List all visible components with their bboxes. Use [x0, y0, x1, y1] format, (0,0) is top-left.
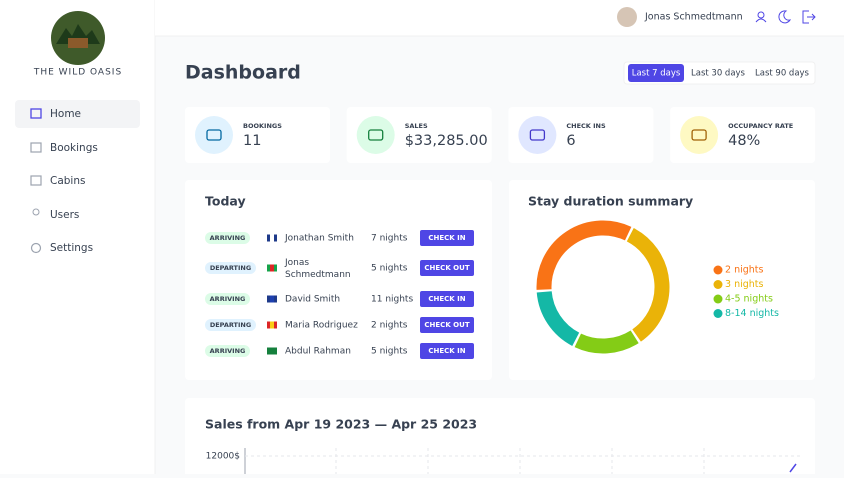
action-button[interactable]: [420, 317, 474, 333]
action-label[interactable]: CHECK OUT: [424, 264, 469, 272]
guest-name-line: Jonas: [284, 258, 309, 268]
status-pill: [205, 345, 250, 357]
legend-label: 3 nights: [725, 279, 764, 290]
flag-stripe: [270, 234, 274, 242]
stat-label: SALES: [405, 122, 428, 130]
legend-dot: [713, 265, 723, 275]
filter-label[interactable]: Last 90 days: [755, 69, 810, 79]
donut-segment: [626, 228, 670, 342]
status-pill: [205, 232, 250, 244]
donut-segment: [536, 290, 580, 346]
card-title: Stay duration summary: [528, 194, 693, 209]
nights: 5 nights: [371, 347, 408, 357]
stat-value: $33,285.00: [405, 133, 488, 149]
legend-dot: [713, 309, 723, 318]
filter-label[interactable]: Last 7 days: [632, 69, 681, 79]
status-pill: [205, 262, 256, 274]
user-name: Jonas Schmedtmann: [644, 12, 743, 23]
logo-text: THE WILD OASIS: [33, 68, 122, 78]
status-pill: [205, 293, 250, 305]
flag-stripe: [270, 347, 274, 355]
flag-stripe: [270, 295, 274, 303]
card-title: Today: [205, 194, 246, 209]
stat-value: 6: [566, 133, 575, 149]
status-label: ARRIVING: [210, 295, 246, 303]
guest-name: Maria Rodriguez: [285, 321, 358, 331]
header: [155, 0, 844, 36]
dark-mode-icon[interactable]: [778, 10, 792, 24]
guest-name: Abdul Rahman: [285, 347, 351, 357]
legend-label: 2 nights: [725, 265, 764, 276]
account-icon[interactable]: [757, 11, 765, 19]
action-button[interactable]: [420, 343, 474, 359]
nav-label[interactable]: Bookings: [50, 142, 98, 154]
nights: 11 nights: [371, 295, 413, 305]
today-card: [185, 180, 492, 380]
donut-segment: [536, 220, 632, 290]
guest-name: Jonas Schmedtmann: [284, 258, 351, 280]
filter-button[interactable]: [628, 64, 684, 82]
flag-stripe: [270, 321, 274, 329]
action-label[interactable]: CHECK IN: [428, 295, 465, 303]
legend-label: 8-14 nights: [725, 308, 779, 319]
action-label[interactable]: CHECK OUT: [424, 321, 469, 329]
flag-stripe: [270, 264, 274, 272]
action-button[interactable]: [420, 230, 474, 246]
logout-icon[interactable]: [802, 10, 816, 24]
legend-dot: [713, 294, 723, 304]
action-button[interactable]: [420, 260, 474, 276]
legend-dot: [713, 280, 723, 289]
donut-segment: [574, 330, 639, 354]
sidebar: [0, 0, 155, 474]
action-label[interactable]: CHECK IN: [428, 347, 465, 355]
action-button[interactable]: [420, 291, 474, 307]
y-tick-label: 12000$: [206, 452, 240, 462]
nights: 5 nights: [371, 264, 408, 274]
nav-item[interactable]: Bookings: [30, 142, 98, 154]
stat-label: CHECK INS: [566, 122, 606, 130]
nav-label[interactable]: Users: [50, 209, 79, 221]
status-label: ARRIVING: [210, 347, 246, 355]
guest-name-line: Schmedtmann: [285, 270, 351, 280]
stat-label: OCCUPANCY RATE: [728, 122, 793, 130]
status-label: DEPARTING: [210, 264, 251, 272]
stat-icon-glyph: [691, 129, 707, 141]
stat-value: 48%: [728, 133, 760, 149]
nav-label[interactable]: Settings: [50, 242, 93, 254]
page-title: Dashboard: [185, 62, 301, 84]
nav-label[interactable]: Home: [50, 108, 81, 120]
legend-label: 4-5 nights: [725, 294, 773, 305]
stat-icon-glyph: [206, 129, 222, 141]
avatar[interactable]: [617, 7, 637, 27]
nav-label[interactable]: Cabins: [50, 175, 85, 187]
nav-item[interactable]: Users: [32, 208, 79, 221]
stat-icon: [518, 116, 557, 154]
nights: 7 nights: [371, 234, 408, 244]
stat-icon: [356, 116, 395, 154]
nav-item[interactable]: Settings: [30, 242, 94, 254]
nights: 2 nights: [371, 321, 408, 331]
card-title: Sales from Apr 19 2023 — Apr 25 2023: [205, 417, 477, 432]
stat-icon: [195, 116, 233, 154]
stat-icon-glyph: [368, 129, 384, 141]
action-label[interactable]: CHECK IN: [428, 234, 465, 242]
stat-value: 11: [243, 133, 261, 149]
status-label: ARRIVING: [210, 234, 246, 242]
guest-name: David Smith: [285, 295, 340, 305]
status-label: DEPARTING: [210, 321, 251, 329]
sales-card: [185, 398, 815, 478]
nav-item[interactable]: Home: [30, 108, 81, 120]
stat-icon-glyph: [529, 129, 546, 141]
stat-icon: [680, 116, 719, 154]
status-pill: [205, 319, 256, 331]
nav-item[interactable]: Cabins: [30, 175, 85, 187]
stat-label: BOOKINGS: [243, 122, 282, 130]
guest-name: Jonathan Smith: [284, 234, 354, 244]
filter-label[interactable]: Last 30 days: [691, 69, 746, 79]
